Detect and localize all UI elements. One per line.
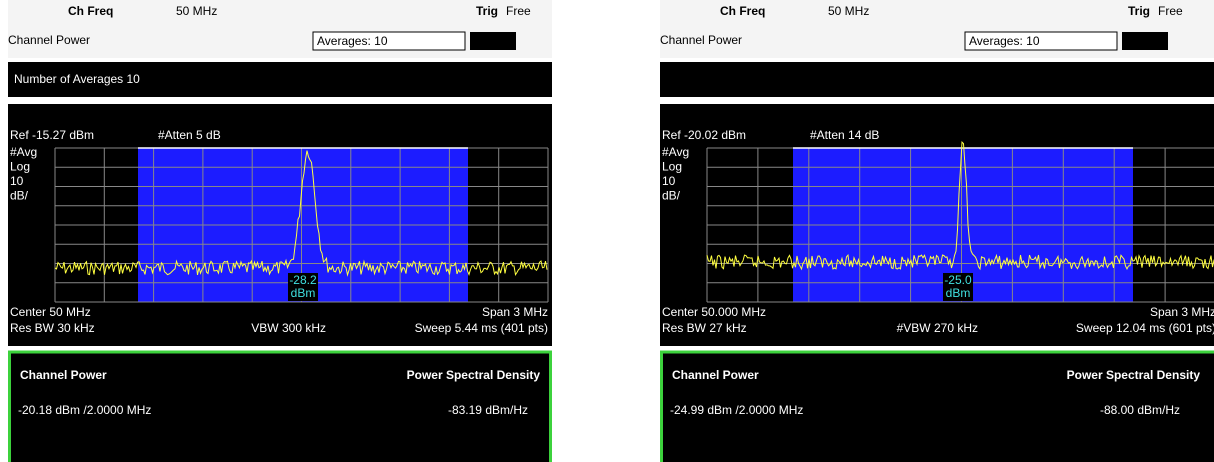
result-value: -83.19 dBm/Hz <box>448 403 528 417</box>
status-box <box>470 32 516 50</box>
banner <box>660 62 1214 97</box>
ref-level: Ref -20.02 dBm <box>662 128 746 142</box>
marker-unit: dBm <box>291 286 316 300</box>
marker-unit: dBm <box>946 286 971 300</box>
vbw: #VBW 270 kHz <box>897 321 978 335</box>
marker-value: -28.2 <box>289 273 317 287</box>
ch-freq-label: Ch Freq <box>68 4 113 18</box>
ch-freq: 50 MHz <box>176 4 217 18</box>
result-value: -88.00 dBm/Hz <box>1100 403 1180 417</box>
scale-label: Log <box>10 160 30 174</box>
averages-box <box>964 31 1118 51</box>
scale-label: #Avg <box>10 145 37 159</box>
vbw: VBW 300 kHz <box>251 321 326 335</box>
sweep: Sweep 12.04 ms (601 pts) <box>1076 321 1214 335</box>
averages: Averages: 10 <box>317 34 388 48</box>
marker-box <box>288 273 318 301</box>
ch-freq-label: Ch Freq <box>720 4 765 18</box>
scale-label: dB/ <box>662 189 681 203</box>
ref-level: Ref -15.27 dBm <box>10 128 94 142</box>
trace <box>54 150 548 277</box>
center: Center 50 MHz <box>10 305 91 319</box>
banner <box>8 62 552 97</box>
averages-box <box>312 31 466 51</box>
center: Center 50.000 MHz <box>662 305 766 319</box>
scale-label: dB/ <box>10 189 29 203</box>
status-box <box>1122 32 1168 50</box>
res-bw: Res BW 27 kHz <box>662 321 747 335</box>
ch-freq: 50 MHz <box>828 4 869 18</box>
result-label: Power Spectral Density <box>1067 368 1201 382</box>
analyzer-screen: Ch Freq 50 MHz Trig Free Channel Power Averag… <box>8 0 552 462</box>
result-label: Channel Power <box>20 368 107 382</box>
sweep: Sweep 5.44 ms (401 pts) <box>415 321 548 335</box>
scale-label: 10 <box>662 174 676 188</box>
attenuation: #Atten 5 dB <box>158 128 221 142</box>
result-label: Power Spectral Density <box>407 368 541 382</box>
marker-value: -25.0 <box>944 273 972 287</box>
result-value: -24.99 dBm /2.0000 MHz <box>670 403 803 417</box>
res-bw: Res BW 30 kHz <box>10 321 95 335</box>
mode: Channel Power <box>8 33 90 47</box>
analyzer-screen: Ch Freq 50 MHz Trig Free Channel Power Averag… <box>660 0 1214 462</box>
averages: Averages: 10 <box>969 34 1040 48</box>
scale-label: #Avg <box>662 145 689 159</box>
header-bg <box>660 0 1214 58</box>
results-box <box>8 350 552 462</box>
trig-label: Trig <box>1128 4 1150 18</box>
attenuation: #Atten 14 dB <box>810 128 879 142</box>
result-value: -20.18 dBm /2.0000 MHz <box>18 403 151 417</box>
marker-box <box>943 273 973 301</box>
span: Span 3 MHz <box>482 305 548 319</box>
scale-label: 10 <box>10 174 24 188</box>
banner-text: Number of Averages 10 <box>14 72 140 86</box>
results-box <box>660 350 1214 462</box>
trig-value: Free <box>506 4 531 18</box>
mode: Channel Power <box>660 33 742 47</box>
result-label: Channel Power <box>672 368 759 382</box>
span: Span 3 MHz <box>1150 305 1214 319</box>
scale-label: Log <box>662 160 682 174</box>
trig-label: Trig <box>476 4 498 18</box>
trig-value: Free <box>1158 4 1183 18</box>
trace <box>706 140 1214 271</box>
